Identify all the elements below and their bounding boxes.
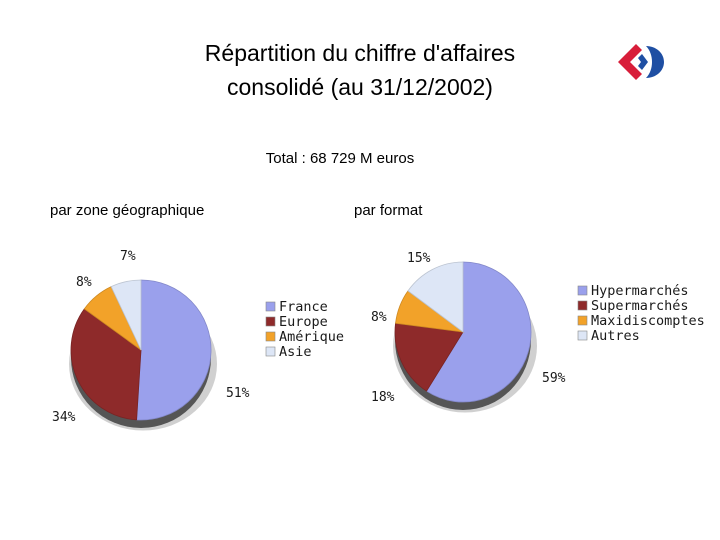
chart-title-format: par format — [354, 202, 423, 219]
legend-swatch — [577, 300, 588, 311]
legend-swatch — [265, 316, 276, 327]
pie-slice-hypermarches — [426, 261, 532, 403]
slice-value-label: 7% — [120, 249, 136, 264]
pie-slice-france — [136, 279, 212, 421]
legend-label: Hypermarchés — [591, 283, 689, 299]
pie-chart-format: 59% 18% 8% 15% HypermarchésSupermarchésMaxid… — [371, 251, 705, 413]
pie-slice-asie — [110, 279, 142, 351]
pie-slice-europe — [70, 308, 142, 421]
slice-value-label: 15% — [407, 251, 431, 266]
legend: HypermarchésSupermarchésMaxidiscomptesAu… — [577, 283, 705, 344]
slice-value-label: 18% — [371, 390, 395, 405]
carrefour-logo-icon — [618, 44, 664, 80]
title-line-2: consolidé (au 31/12/2002) — [227, 74, 493, 100]
slice-value-label: 8% — [76, 275, 92, 290]
legend-label: Amérique — [279, 329, 344, 345]
slice-value-label: 51% — [226, 386, 250, 401]
pie-slice-supermarches — [394, 322, 464, 392]
chart-title-zone: par zone géographique — [50, 202, 205, 219]
total-label: Total : 68 729 M euros — [265, 150, 415, 167]
page-title: Répartition du chiffre d'affaires consol… — [100, 36, 620, 104]
legend-swatch — [265, 331, 276, 342]
title-line-1: Répartition du chiffre d'affaires — [204, 40, 516, 66]
legend-swatch — [265, 346, 276, 357]
legend-swatch — [577, 330, 588, 341]
legend-label: Europe — [279, 314, 328, 330]
pie-slice-autres — [407, 261, 464, 333]
legend-label: France — [279, 299, 328, 315]
slice-value-label: 59% — [542, 371, 566, 386]
legend-swatch — [265, 301, 276, 312]
slice-value-label: 34% — [52, 410, 76, 425]
legend-swatch — [577, 285, 588, 296]
legend-label: Asie — [279, 344, 312, 360]
legend-label: Supermarchés — [591, 298, 689, 314]
legend-swatch — [577, 315, 588, 326]
legend-label: Autres — [591, 328, 640, 344]
legend-label: Maxidiscomptes — [591, 313, 705, 329]
slice-value-label: 8% — [371, 310, 387, 325]
